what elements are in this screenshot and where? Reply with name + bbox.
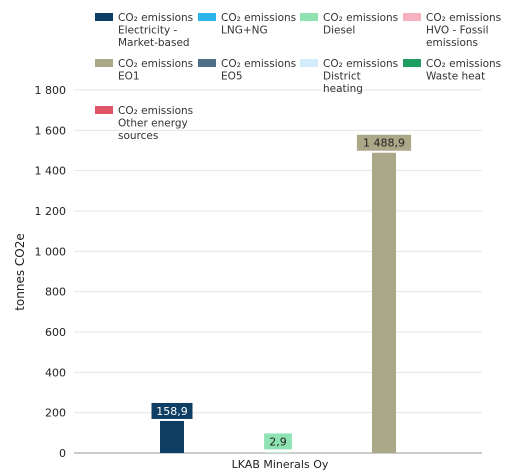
legend-swatch bbox=[198, 13, 216, 21]
legend-swatch bbox=[198, 59, 216, 67]
legend-label: CO₂ emissions District heating bbox=[323, 58, 398, 95]
legend-item[interactable]: CO₂ emissions EO1 bbox=[95, 58, 193, 83]
legend[interactable]: CO₂ emissions Electricity -Market-based CO… bbox=[95, 12, 501, 142]
legend-swatch bbox=[95, 13, 113, 21]
bar[interactable] bbox=[266, 452, 290, 453]
y-tick-label: 1 600 bbox=[35, 124, 67, 137]
y-tick-label: 1 000 bbox=[35, 245, 67, 258]
legend-swatch bbox=[300, 13, 318, 21]
legend-label: CO₂ emissions LNG+NG bbox=[221, 12, 296, 37]
x-category-label: LKAB Minerals Oy bbox=[232, 458, 329, 471]
legend-label: CO₂ emissions Diesel bbox=[323, 12, 398, 37]
bar[interactable] bbox=[372, 152, 396, 453]
legend-label: CO₂ emissions HVO - Fossil emissions bbox=[426, 12, 501, 49]
legend-swatch bbox=[95, 106, 113, 114]
legend-item[interactable]: CO₂ emissions Waste heat bbox=[403, 58, 501, 83]
data-label: 2,9 bbox=[269, 435, 287, 448]
legend-label: CO₂ emissions Waste heat bbox=[426, 58, 501, 83]
data-label-box bbox=[151, 402, 193, 419]
legend-label: CO₂ emissions EO1 bbox=[118, 58, 193, 83]
y-axis-ticks: 0 200 400 600 800 1 000 1 200 1 400 1 600 1 800 bbox=[35, 84, 67, 460]
bars bbox=[160, 152, 396, 453]
data-label-box bbox=[264, 433, 292, 450]
legend-label: CO₂ emissions Electricity -Market-based bbox=[118, 12, 193, 49]
y-tick-label: 200 bbox=[45, 407, 66, 420]
y-tick-label: 400 bbox=[45, 366, 66, 379]
data-label-box bbox=[356, 134, 412, 151]
bar[interactable] bbox=[160, 420, 184, 453]
legend-item[interactable]: CO₂ emissions EO5 bbox=[198, 58, 296, 83]
legend-swatch bbox=[300, 59, 318, 67]
legend-item[interactable]: CO₂ emissions Electricity -Market-based bbox=[95, 12, 193, 49]
grid-lines bbox=[74, 89, 482, 454]
data-labels: 158,9 2,9 1 488,9 bbox=[151, 134, 412, 450]
y-tick-label: 1 800 bbox=[35, 84, 67, 97]
legend-label: CO₂ emissions EO5 bbox=[221, 58, 296, 83]
legend-swatch bbox=[403, 59, 421, 67]
data-label: 1 488,9 bbox=[363, 137, 405, 150]
data-label: 158,9 bbox=[156, 405, 188, 418]
y-tick-label: 800 bbox=[45, 286, 66, 299]
legend-item[interactable]: CO₂ emissions District heating bbox=[300, 58, 398, 95]
legend-swatch bbox=[403, 13, 421, 21]
y-tick-label: 1 200 bbox=[35, 205, 67, 218]
legend-item[interactable]: CO₂ emissions HVO - Fossil emissions bbox=[403, 12, 501, 49]
y-tick-label: 600 bbox=[45, 326, 66, 339]
y-tick-label: 1 400 bbox=[35, 165, 67, 178]
legend-item[interactable]: CO₂ emissions LNG+NG bbox=[198, 12, 296, 37]
legend-label: CO₂ emissions Other energy sources bbox=[118, 105, 193, 142]
legend-item[interactable]: CO₂ emissions Diesel bbox=[300, 12, 398, 37]
y-tick-label: 0 bbox=[59, 447, 66, 460]
y-axis-title: tonnes CO2e bbox=[13, 233, 27, 311]
legend-item[interactable]: CO₂ emissions Other energy sources bbox=[95, 105, 193, 142]
legend-swatch bbox=[95, 59, 113, 67]
